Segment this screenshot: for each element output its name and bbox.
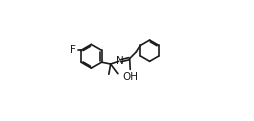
- Text: F: F: [70, 45, 76, 55]
- Text: OH: OH: [122, 72, 138, 82]
- Text: N: N: [116, 56, 124, 66]
